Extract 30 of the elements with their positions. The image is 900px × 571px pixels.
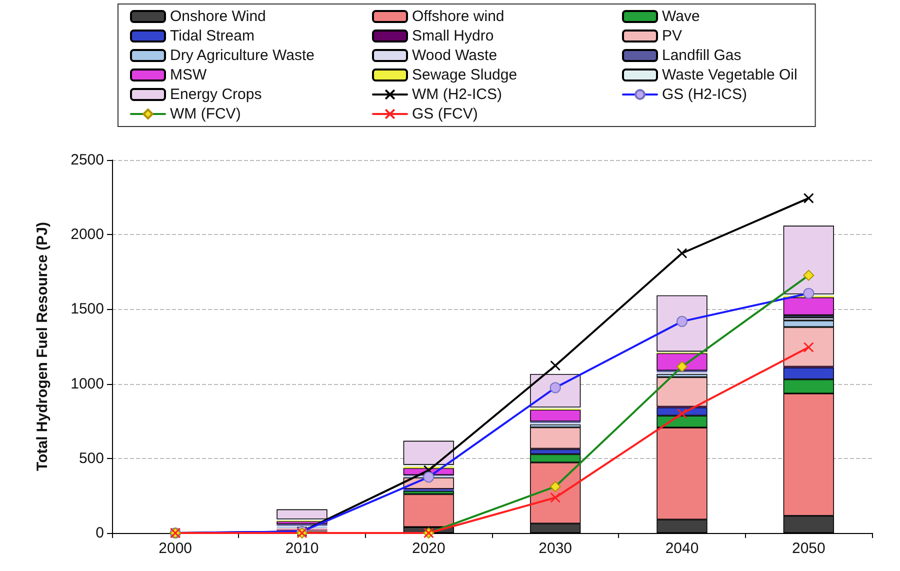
- legend-label: Dry Agriculture Waste: [170, 47, 314, 64]
- y-tick-label: 500: [78, 450, 104, 467]
- y-axis-title: Total Hydrogen Fuel Resource (PJ): [34, 222, 51, 471]
- legend-label: WM (H2-ICS): [412, 86, 502, 103]
- legend-label: MSW: [170, 66, 208, 84]
- legend-label: PV: [662, 28, 682, 44]
- legend-label: WM (FCV): [170, 106, 241, 122]
- legend-label: Onshore Wind: [170, 8, 266, 25]
- x-tick-label: 2020: [412, 540, 446, 557]
- y-tick-label: 1500: [70, 300, 104, 318]
- legend-label: Sewage Sludge: [412, 66, 518, 84]
- x-tick-label: 2040: [665, 540, 699, 557]
- legend-label: Small Hydro: [412, 28, 494, 44]
- y-tick-label: 0: [96, 524, 104, 542]
- legend-label: Offshore wind: [412, 8, 504, 25]
- legend-label: GS (FCV): [412, 106, 478, 122]
- legend-label: Waste Vegetable Oil: [662, 66, 798, 84]
- legend-label: Landfill Gas: [662, 47, 742, 64]
- legend-label: Wood Waste: [412, 47, 498, 64]
- legend-label: Wave: [662, 8, 700, 25]
- y-tick-label: 1000: [70, 375, 104, 392]
- x-tick-label: 2050: [792, 540, 826, 557]
- x-tick-label: 2010: [285, 540, 319, 557]
- x-tick-label: 2000: [158, 540, 192, 557]
- x-tick-label: 2030: [538, 540, 572, 557]
- legend-label: Energy Crops: [170, 86, 262, 103]
- legend-label: Tidal Stream: [170, 28, 254, 44]
- y-tick-label: 2000: [70, 226, 104, 244]
- legend-label: GS (H2-ICS): [662, 86, 748, 103]
- y-tick-label: 2500: [70, 152, 104, 168]
